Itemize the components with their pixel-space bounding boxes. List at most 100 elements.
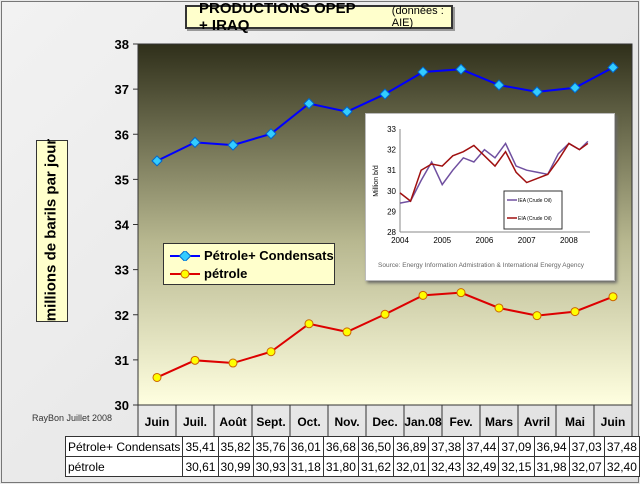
data-table: Pétrole+ Condensats 35,41 35,82 35,76 36,01 3… [64,436,640,477]
table-row: pétrole 30,61 30,99 30,93 31,18 31,80 31,62 32,… [64,456,640,477]
y-axis-label-box [36,140,68,322]
x-tick-label: Mars [485,415,513,429]
data-point [190,355,200,365]
x-tick-label: Sept. [256,415,285,429]
table-cell: 37,44 [463,436,500,457]
legend-item-1: Pétrole+ Condensats [170,248,334,263]
legend: Pétrole+ Condensats pétrole [163,243,335,285]
table-cell: 37,03 [568,436,605,457]
table-cell: 37,09 [498,436,535,457]
legend-item-2: pétrole [170,266,247,281]
inset-x-tick-label: 2006 [476,236,494,245]
table-cell: 31,80 [322,456,359,477]
table-cell: 30,99 [217,456,254,477]
data-point [342,327,352,337]
data-point [456,288,466,298]
legend-marker-2 [170,269,200,278]
y-tick-label: 33 [115,263,129,278]
row-label: pétrole [64,456,184,477]
x-tick-label: Jan.08 [404,415,442,429]
table-cell: 37,38 [428,436,465,457]
table-cell: 31,62 [357,456,395,477]
table-cell: 32,40 [603,456,640,477]
chart-title: PRODUCTIONS OPEP + IRAQ [199,0,356,34]
table-cell: 35,76 [252,436,289,457]
data-point [532,311,542,321]
data-point [152,372,162,382]
inset-y-tick-label: 31 [387,166,396,175]
data-point [151,155,163,167]
y-tick-label: 34 [115,218,130,233]
table-cell: 36,01 [287,436,324,457]
x-tick-label: Oct. [297,415,320,429]
data-point [417,66,429,78]
inset-y-tick-label: 30 [387,187,396,196]
x-tick-label: Août [219,415,246,429]
data-point [607,61,619,74]
inset-x-tick-label: 2004 [391,236,409,245]
inset-y-tick-label: 33 [387,125,396,134]
data-point [418,290,428,300]
inset-x-tick-label: 2007 [518,236,536,245]
data-point [265,128,277,140]
inset-legend-label: EIA (Crude Oil) [518,216,552,222]
x-tick-label: Mai [565,415,585,429]
data-point [341,106,353,118]
table-cell: 31,18 [287,456,324,477]
table-cell: 35,41 [182,436,219,457]
chart-subtitle: (données : AIE) [391,5,444,29]
table-cell: 35,82 [217,436,254,457]
inset-legend [503,190,563,230]
y-tick-label: 30 [115,398,129,413]
inset-series-1 [399,140,589,204]
data-point [569,82,581,94]
y-tick-label: 36 [115,127,129,142]
data-point [493,79,505,91]
data-point [570,307,580,317]
x-tick-label: Nov. [334,415,359,429]
table-cell: 32,15 [498,456,535,477]
inset-y-tick-label: 29 [387,207,396,216]
inset-y-tick-label: 32 [387,146,396,155]
x-tick-label: Juil. [183,415,207,429]
legend-marker-1 [170,250,200,261]
data-point [455,63,467,75]
data-point [304,319,314,329]
table-cell: 36,50 [357,436,395,457]
table-cell: 36,94 [533,436,570,457]
table-cell: 36,68 [322,436,359,457]
inset-legend-label: IEA (Crude Oil) [518,198,552,204]
x-tick-label: Dec. [372,415,397,429]
table-cell: 37,48 [603,436,640,457]
inset-x-tick-label: 2005 [433,236,451,245]
data-point [266,347,276,357]
data-point [380,309,390,319]
legend-label-1: Pétrole+ Condensats [204,248,334,263]
inset-chart: 28 29 30 31 32 33 2004 2005 2006 2007 2008 Million … [365,113,615,281]
y-tick-label: 35 [115,172,129,187]
inset-y-tick-label: 28 [387,228,396,237]
data-point [303,97,315,110]
table-cell: 30,93 [252,456,289,477]
row-label: Pétrole+ Condensats [64,436,184,457]
data-point [228,358,238,368]
y-axis-label: millions de barils par jour [42,138,60,322]
credit: RayBon Juillet 2008 [32,413,113,423]
table-cell: 31,98 [533,456,570,477]
table-cell: 32,07 [568,456,605,477]
table-cell: 36,89 [393,436,430,457]
y-tick-label: 38 [115,37,129,52]
chart-title-box: PRODUCTIONS OPEP + IRAQ (données : AIE) [185,0,453,34]
table-cell: 32,49 [463,456,500,477]
table-cell: 32,01 [393,456,430,477]
inset-series-2 [399,142,589,203]
data-point [494,303,504,313]
legend-label-2: pétrole [204,266,248,281]
x-tick-label: Avril [524,415,550,429]
data-point [189,136,201,149]
data-point [608,292,618,302]
inset-source: Source: Energy Information Admistration … [378,262,584,269]
table-cell: 30,61 [182,456,219,477]
data-point [531,86,543,98]
x-tick-label: Fev. [449,415,472,429]
